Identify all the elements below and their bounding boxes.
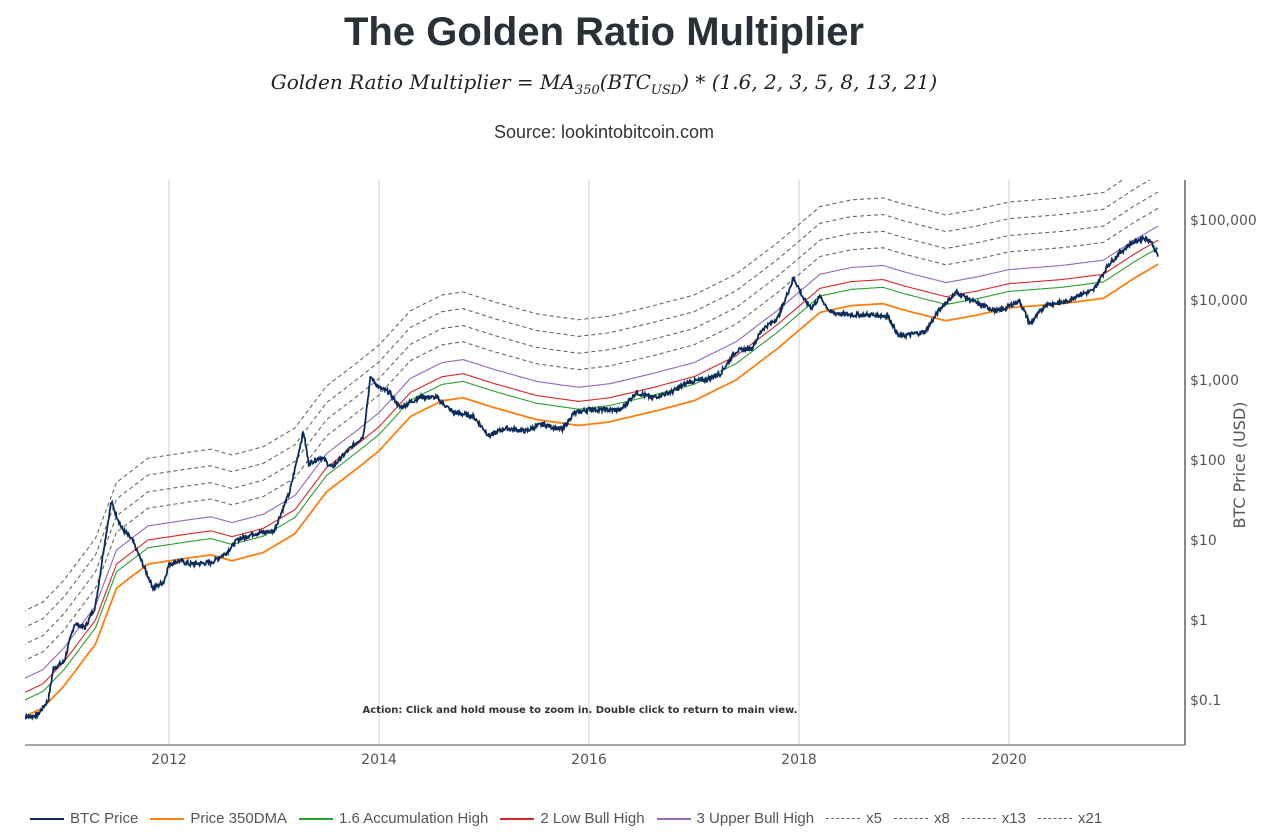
series-line-x21	[25, 180, 1124, 612]
gridlines	[168, 180, 1010, 745]
series-line-x13	[25, 180, 1151, 628]
legend-item[interactable]: x8	[893, 810, 950, 827]
y-axis-label: BTC Price (USD)	[1230, 402, 1249, 529]
formula: Golden Ratio Multiplier = MA350(BTCUSD) …	[270, 70, 938, 98]
series-line-btc-price	[25, 234, 1159, 721]
legend-label: BTC Price	[70, 810, 139, 827]
series-lines	[25, 180, 1159, 721]
legend-swatch	[1037, 818, 1072, 819]
x-tick-label: 2016	[571, 752, 607, 768]
chart-area[interactable]: 2012 2014 2016 2018 2020 $0.1 $1 $10 $100 $1,000…	[0, 0, 1280, 800]
y-tick-label: $10	[1190, 533, 1217, 549]
legend-item[interactable]: x21	[1037, 810, 1103, 827]
legend-swatch	[299, 817, 334, 820]
legend: BTC Price Price 350DMA 1.6 Accumulation Hi…	[30, 810, 1114, 827]
legend-label: 1.6 Accumulation High	[339, 810, 489, 827]
x-tick-label: 2012	[151, 752, 187, 768]
legend-label: x8	[933, 810, 950, 827]
x-tick-label: 2014	[361, 752, 397, 768]
legend-item[interactable]: x5	[826, 810, 882, 827]
legend-item[interactable]: 3 Upper Bull High	[656, 810, 815, 827]
zoom-hint: Action: Click and hold mouse to zoom in.…	[363, 705, 798, 716]
legend-label: Price 350DMA	[190, 810, 288, 827]
legend-item[interactable]: 1.6 Accumulation High	[299, 810, 488, 827]
legend-swatch	[961, 818, 996, 819]
legend-item[interactable]: Price 350DMA	[150, 810, 287, 827]
y-tick-label: $1	[1190, 613, 1208, 629]
legend-label: 2 Low Bull High	[540, 810, 645, 827]
x-tick-label: 2020	[991, 752, 1027, 768]
y-tick-label: $100	[1190, 453, 1226, 469]
series-line-x5	[25, 207, 1159, 661]
source-text: Source: lookintobitcoin.com	[493, 122, 715, 142]
series-line-3-upper-bull-high	[25, 225, 1159, 679]
legend-label: 3 Upper Bull High	[696, 810, 815, 827]
legend-swatch	[150, 817, 185, 820]
legend-swatch	[30, 817, 64, 820]
legend-item[interactable]: 2 Low Bull High	[500, 810, 645, 827]
y-tick-label: $10,000	[1190, 293, 1248, 309]
series-line-price-350dma	[25, 263, 1159, 718]
legend-label: x21	[1077, 810, 1103, 827]
legend-swatch	[500, 817, 535, 820]
legend-swatch	[826, 818, 861, 819]
legend-label: x5	[866, 810, 882, 827]
series-line-1-6-accumulation-high	[25, 247, 1159, 701]
chart-title: The Golden Ratio Multiplier	[344, 10, 864, 54]
x-tick-label: 2018	[781, 752, 817, 768]
series-line-2-low-bull-high	[25, 239, 1159, 693]
legend-label: x13	[1001, 810, 1026, 827]
legend-swatch	[656, 817, 691, 820]
y-tick-label: $0.1	[1190, 693, 1221, 709]
legend-item[interactable]: BTC Price	[30, 810, 138, 827]
series-line-x8	[25, 191, 1159, 645]
y-tick-label: $100,000	[1190, 213, 1257, 229]
legend-swatch	[893, 818, 928, 819]
legend-item[interactable]: x13	[961, 810, 1026, 827]
y-tick-label: $1,000	[1190, 373, 1239, 389]
